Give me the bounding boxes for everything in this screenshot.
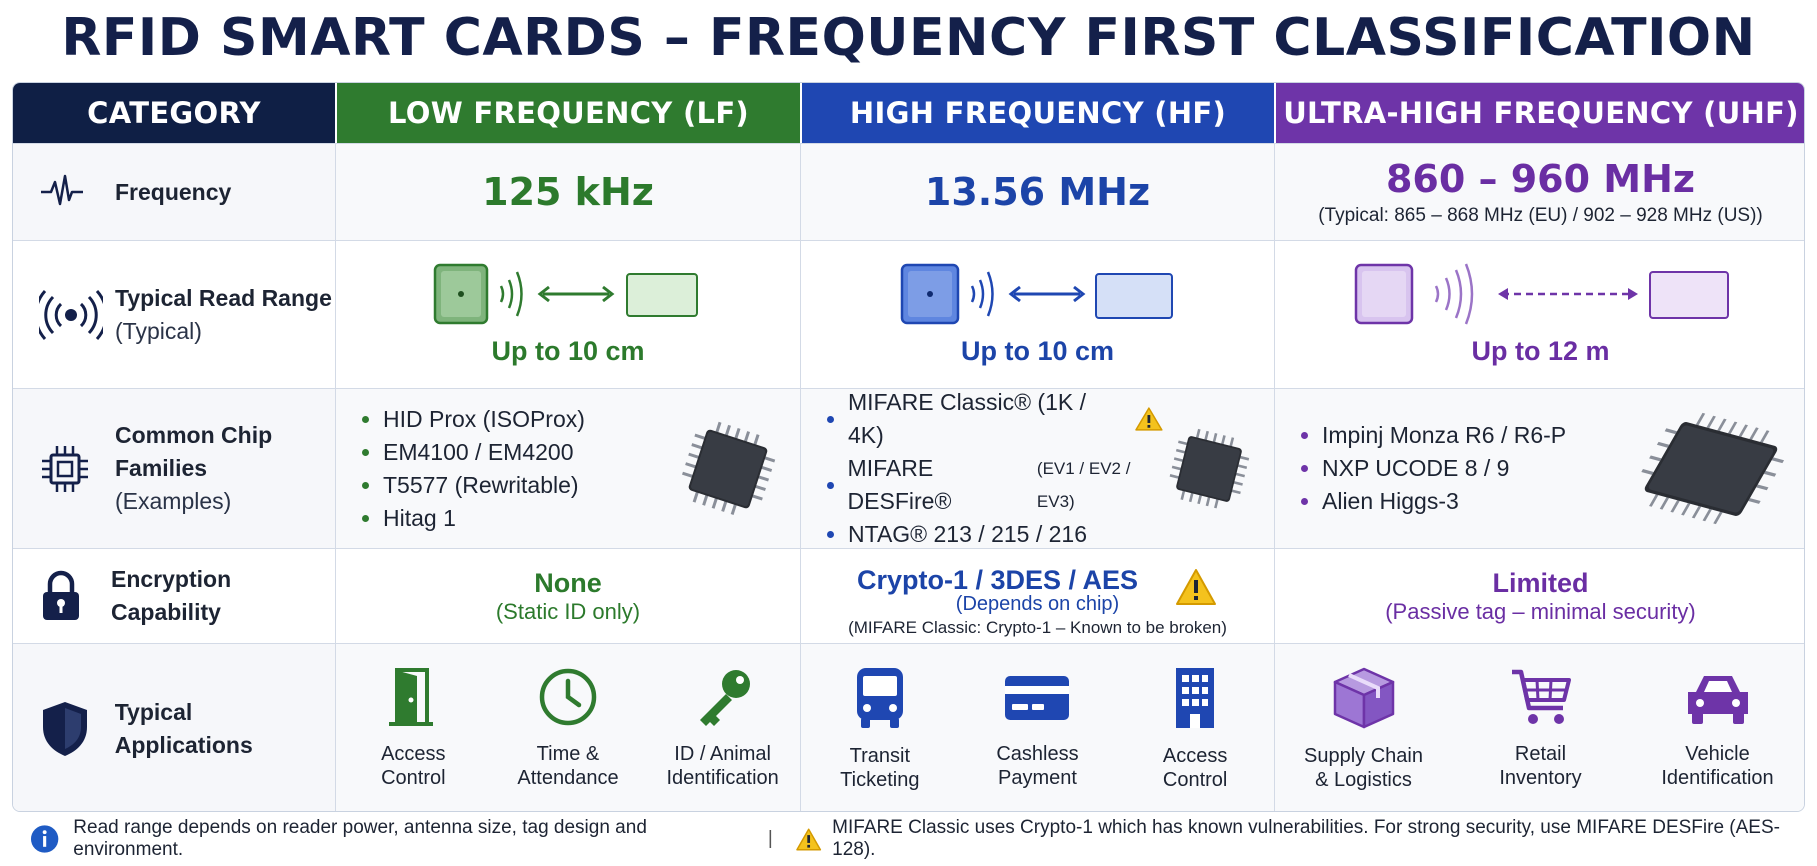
app-cashless-payment: Cashless Payment [967, 666, 1107, 790]
row-label-encryption: Encryption Capability [13, 548, 335, 643]
list-item: MIFARE DESFire® (EV1 / EV2 / EV3) [827, 452, 1164, 518]
list-item: NTAG® 213 / 215 / 216 [827, 518, 1164, 551]
app-access-control: Access Control [343, 666, 483, 790]
hf-encryption-cell: Crypto-1 / 3DES / AES (Depends on chip) … [800, 548, 1274, 643]
header-category: CATEGORY [13, 83, 335, 143]
row-label-read-range: Typical Read Range (Typical) [13, 240, 335, 388]
lf-chips-cell: HID Prox (ISOProx) EM4100 / EM4200 T5577… [335, 388, 800, 548]
frequency-label: Frequency [115, 178, 232, 205]
list-item: Impinj Monza R6 / R6-P [1301, 419, 1636, 452]
uhf-chip-image [1641, 412, 1785, 524]
header-ultra-high-frequency: ULTRA-HIGH FREQUENCY (UHF) [1274, 83, 1804, 143]
lf-frequency-cell: 125 kHz [335, 143, 800, 240]
hf-applications-cell: Transit Ticketing Cashless Payment [800, 643, 1274, 811]
lf-chip-list: HID Prox (ISOProx) EM4100 / EM4200 T5577… [362, 403, 676, 535]
uhf-read-range-value: Up to 12 m [1471, 336, 1610, 366]
hf-encryption-note: (MIFARE Classic: Crypto-1 – Known to be … [848, 617, 1227, 637]
clock-icon [539, 668, 597, 726]
lf-chip-image [682, 421, 776, 515]
waveform-icon [39, 160, 115, 224]
uhf-frequency-note: (Typical: 865 – 868 MHz (EU) / 902 – 928… [1318, 205, 1763, 226]
warning-icon [1176, 568, 1217, 605]
shield-icon [39, 697, 115, 761]
lf-encryption-sub: (Static ID only) [495, 598, 641, 624]
footer-separator: | [767, 828, 773, 849]
list-item: Hitag 1 [362, 502, 676, 535]
hf-chips-cell: MIFARE Classic® (1K / 4K) MIFARE DESFire… [800, 388, 1274, 548]
building-icon [1176, 668, 1215, 728]
hf-encryption-sub: (Depends on chip) [955, 592, 1120, 615]
list-item: MIFARE Classic® (1K / 4K) [827, 386, 1164, 452]
hf-encryption-value: Crypto-1 / 3DES / AES [856, 565, 1139, 595]
bus-icon [856, 668, 903, 728]
info-icon [30, 825, 59, 853]
uhf-range-illustration [1354, 263, 1729, 325]
uhf-encryption-cell: Limited (Passive tag – minimal security) [1274, 548, 1804, 643]
list-item: Alien Higgs-3 [1301, 485, 1636, 518]
uhf-encryption-sub: (Passive tag – minimal security) [1385, 598, 1696, 624]
lf-read-range-value: Up to 10 cm [491, 336, 645, 366]
app-vehicle-identification: Vehicle Identification [1648, 666, 1788, 790]
uhf-chips-cell: Impinj Monza R6 / R6-P NXP UCODE 8 / 9 A… [1274, 388, 1804, 548]
hf-read-range-cell: Up to 10 cm [800, 240, 1274, 388]
header-high-frequency: HIGH FREQUENCY (HF) [800, 83, 1274, 143]
hf-read-range-value: Up to 10 cm [960, 336, 1115, 366]
key-icon [699, 670, 750, 726]
uhf-encryption-value: Limited [1492, 567, 1589, 598]
footer-warning-text: MIFARE Classic uses Crypto-1 which has k… [832, 817, 1780, 860]
chip-families-sublabel: (Examples) [115, 488, 232, 514]
car-icon [1687, 676, 1748, 724]
lf-range-illustration [433, 263, 698, 325]
app-access-control-hf: Access Control [1125, 666, 1265, 792]
uhf-chip-list: Impinj Monza R6 / R6-P NXP UCODE 8 / 9 A… [1301, 419, 1636, 518]
broadcast-icon [39, 283, 115, 347]
hf-chip-image [1169, 428, 1250, 508]
app-supply-chain: Supply Chain & Logistics [1294, 666, 1434, 792]
app-time-attendance: Time & Attendance [498, 666, 638, 790]
page-title: RFID SMART CARDS – FREQUENCY FIRST CLASS… [61, 8, 1756, 68]
app-retail-inventory: Retail Inventory [1471, 666, 1611, 790]
applications-label: Typical Applications [114, 698, 253, 758]
lf-encryption-value: None [534, 567, 602, 598]
classification-table: CATEGORY LOW FREQUENCY (LF) HIGH FREQUEN… [12, 82, 1805, 812]
header-low-frequency: LOW FREQUENCY (LF) [335, 83, 800, 143]
uhf-applications-cell: Supply Chain & Logistics Retail Inventory [1274, 643, 1804, 811]
uhf-frequency-value: 860 – 960 MHz [1385, 157, 1696, 201]
lf-encryption-cell: None (Static ID only) [335, 548, 800, 643]
read-range-sublabel: (Typical) [115, 317, 202, 344]
uhf-read-range-cell: Up to 12 m [1274, 240, 1804, 388]
door-icon [389, 668, 434, 726]
hf-frequency-value: 13.56 MHz [924, 170, 1151, 214]
row-label-applications: Typical Applications [13, 643, 335, 811]
list-item: EM4100 / EM4200 [362, 436, 676, 469]
hf-chip-list: MIFARE Classic® (1K / 4K) MIFARE DESFire… [827, 386, 1164, 551]
lf-frequency-value: 125 kHz [482, 170, 654, 214]
list-item: NXP UCODE 8 / 9 [1301, 452, 1636, 485]
row-label-frequency: Frequency [13, 143, 335, 240]
lf-applications-cell: Access Control Time & Attendance ID / Anim… [335, 643, 800, 811]
card-icon [1005, 676, 1070, 720]
footer-info-text: Read range depends on reader power, ante… [73, 817, 647, 860]
row-label-chip-families: Common Chip Families (Examples) [13, 388, 335, 548]
hf-frequency-cell: 13.56 MHz [800, 143, 1274, 240]
list-item: HID Prox (ISOProx) [362, 403, 676, 436]
read-range-label: Typical Read Range [115, 284, 332, 311]
app-transit-ticketing: Transit Ticketing [810, 666, 950, 792]
warning-icon [1135, 407, 1163, 431]
list-item: T5577 (Rewritable) [362, 469, 676, 502]
chip-families-label-line2: Families [115, 455, 208, 481]
lf-read-range-cell: Up to 10 cm [335, 240, 800, 388]
chip-icon [39, 437, 115, 501]
footer-notes: Read range depends on reader power, ante… [30, 817, 1800, 860]
padlock-icon [39, 564, 111, 628]
encryption-label: Encryption Capability [111, 566, 232, 625]
uhf-frequency-cell: 860 – 960 MHz (Typical: 865 – 868 MHz (E… [1274, 143, 1804, 240]
warning-icon [796, 828, 821, 850]
cart-icon [1511, 669, 1571, 724]
package-icon [1333, 667, 1394, 729]
app-id-animal: ID / Animal Identification [653, 666, 793, 790]
chip-families-label-line1: Common Chip [115, 422, 273, 448]
hf-range-illustration [900, 263, 1173, 325]
